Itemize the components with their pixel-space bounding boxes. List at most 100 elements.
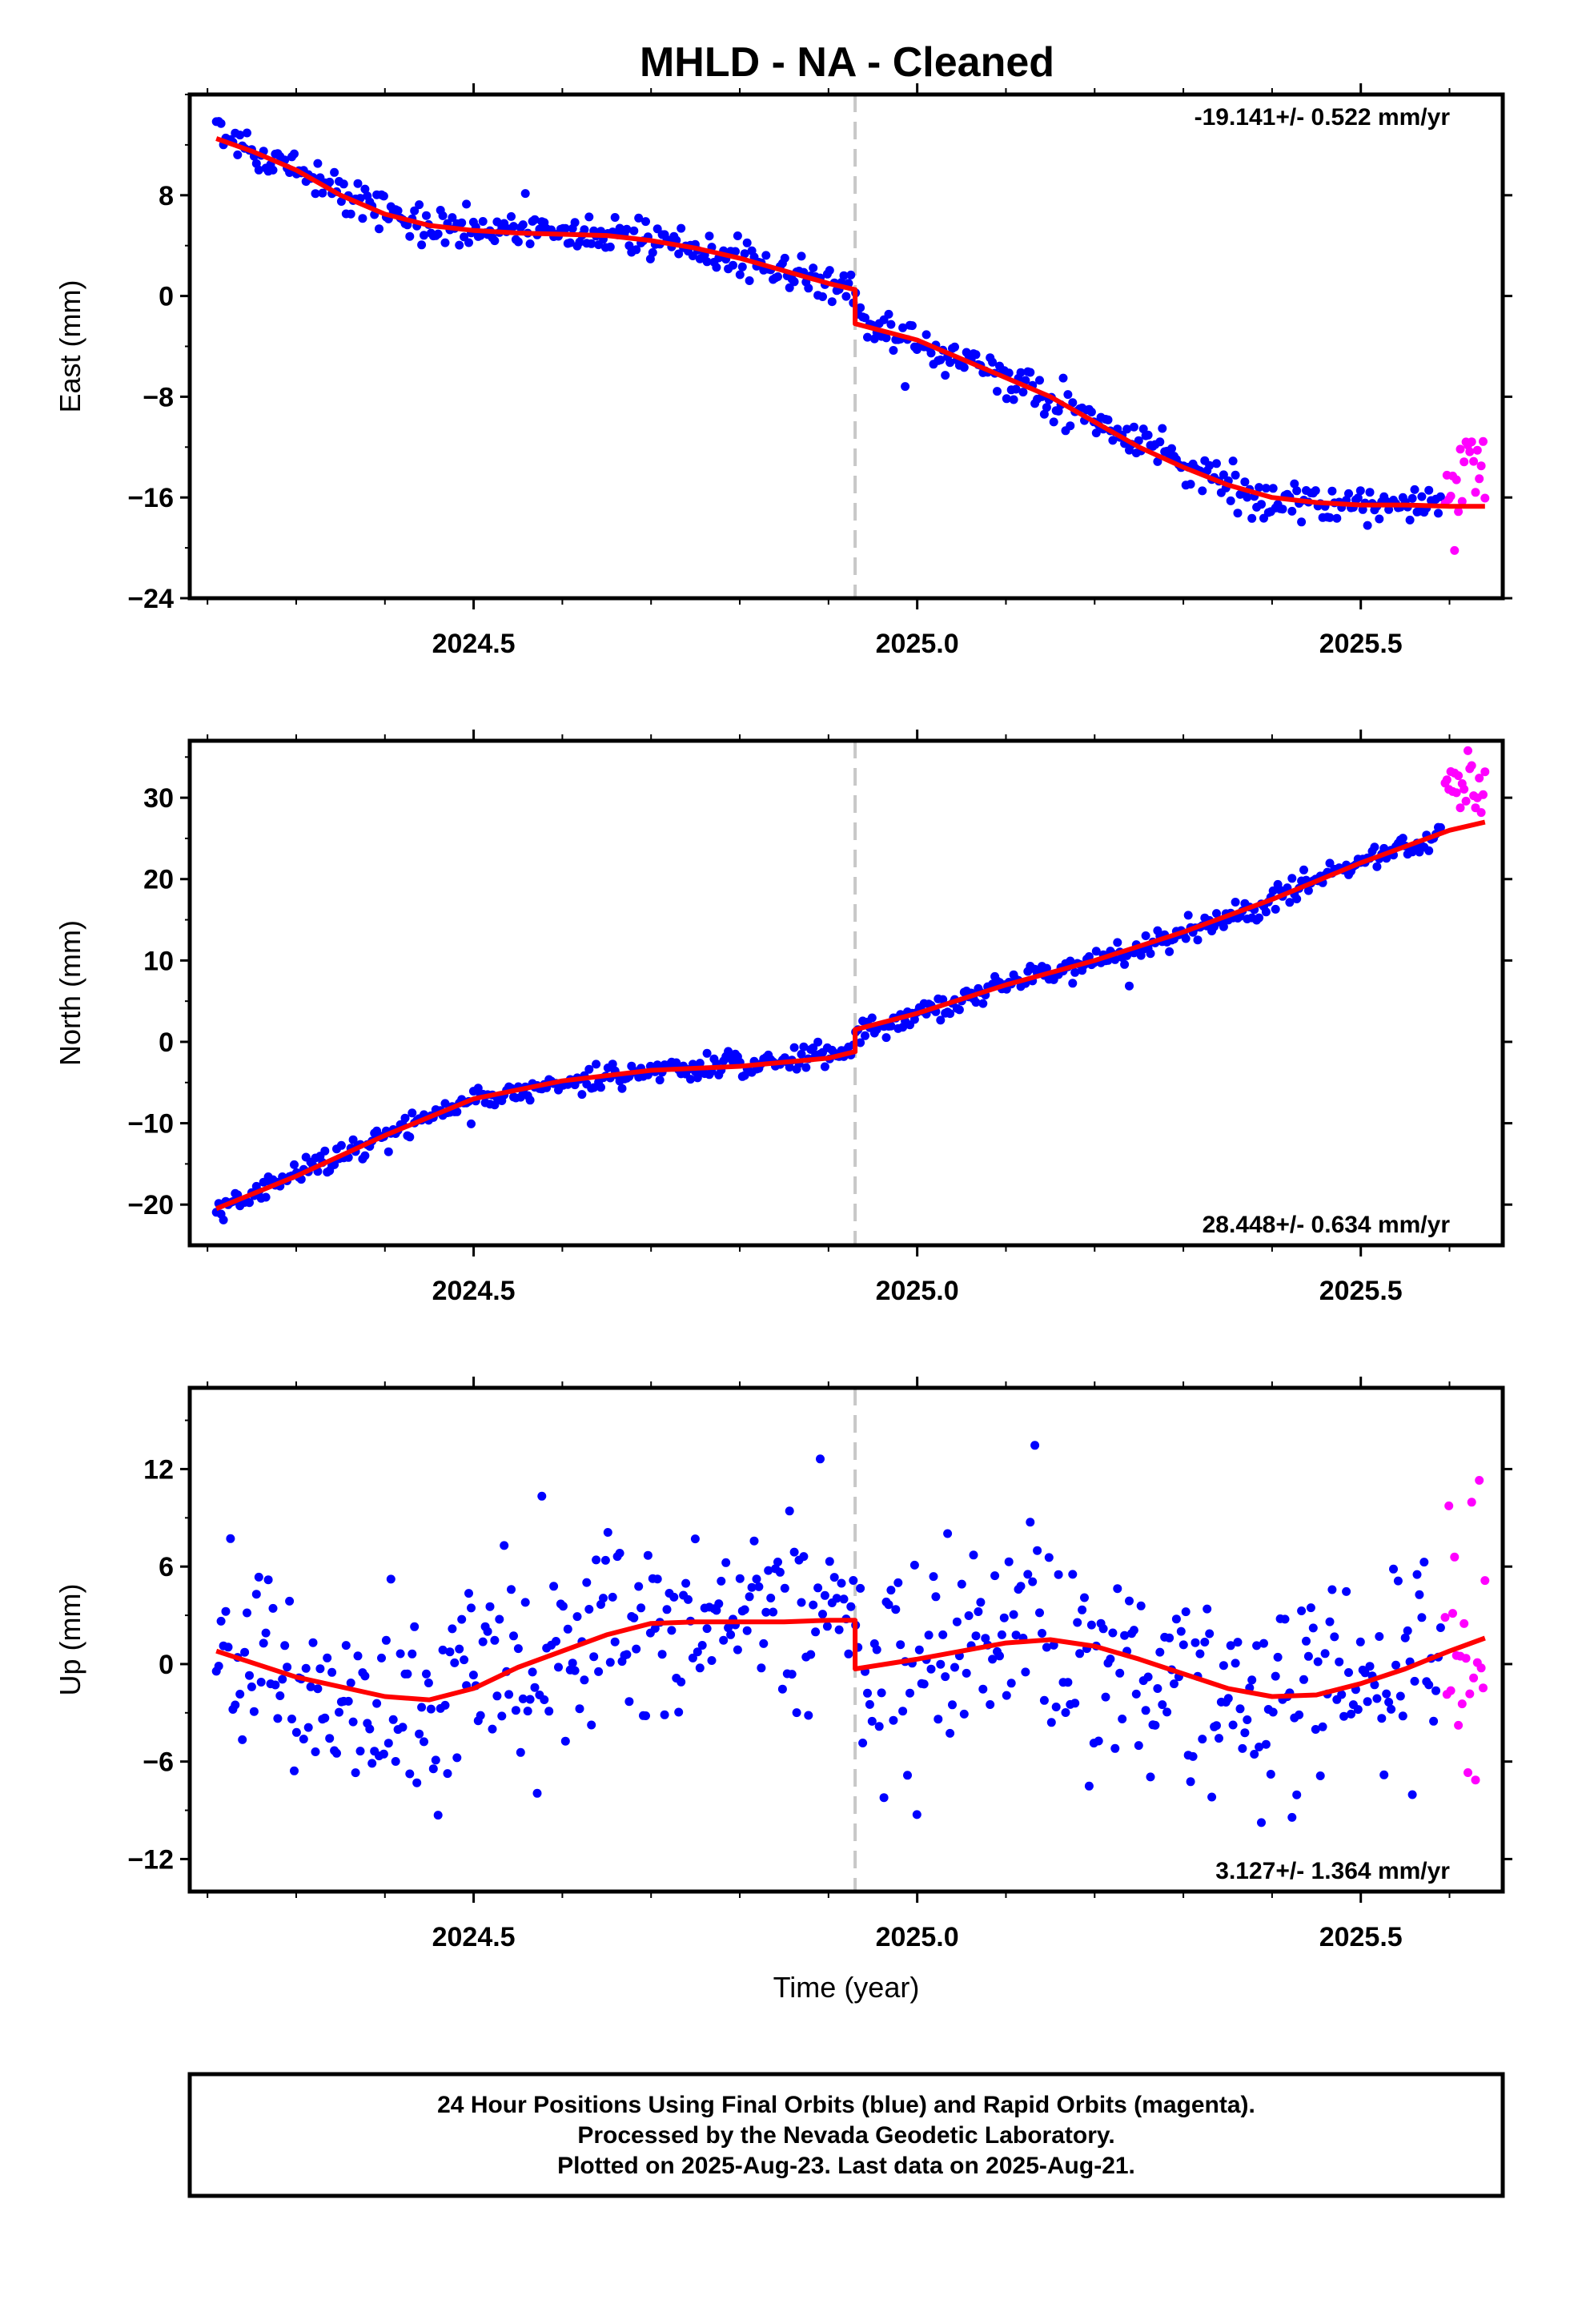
up-final-point — [726, 1630, 736, 1639]
up-final-point — [702, 1624, 712, 1634]
north-xtick-label: 2024.5 — [432, 1276, 516, 1306]
up-final-point — [740, 1605, 749, 1614]
north-ylabel: North (mm) — [54, 920, 86, 1066]
up-final-point — [1226, 1641, 1235, 1651]
north-final-point — [408, 1108, 417, 1118]
up-final-point — [448, 1624, 457, 1634]
east-final-point — [1226, 496, 1235, 505]
up-final-point — [1315, 1771, 1325, 1780]
east-final-point — [926, 348, 936, 358]
north-final-point — [320, 1146, 330, 1156]
up-final-point — [903, 1771, 912, 1780]
north-ytick-label: 30 — [143, 783, 174, 814]
up-final-point — [1255, 1743, 1264, 1751]
up-final-point — [504, 1690, 514, 1699]
up-final-point — [1344, 1668, 1353, 1677]
up-final-point — [1207, 1792, 1217, 1802]
up-final-point — [924, 1630, 934, 1640]
east-final-point — [737, 262, 747, 271]
up-final-point — [1038, 1629, 1046, 1638]
east-final-point — [1063, 390, 1073, 400]
figure-title: MHLD - NA - Cleaned — [640, 39, 1054, 86]
up-final-point — [717, 1576, 726, 1586]
up-final-point — [308, 1638, 318, 1647]
up-final-point — [1200, 1638, 1210, 1647]
up-final-point — [1311, 1725, 1320, 1734]
north-final-point — [978, 999, 988, 1008]
east-final-point — [448, 213, 457, 223]
east-final-point — [565, 238, 575, 247]
east-final-point — [1198, 486, 1207, 496]
east-final-point — [1240, 477, 1250, 487]
up-final-point — [1389, 1564, 1398, 1574]
up-final-point — [721, 1558, 731, 1567]
up-final-point — [825, 1557, 834, 1566]
up-final-point — [271, 1680, 280, 1690]
up-rapid-point — [1464, 1768, 1472, 1777]
east-final-point — [420, 231, 428, 240]
up-final-point — [408, 1649, 417, 1659]
north-final-point — [1113, 938, 1122, 947]
east-final-point — [1021, 376, 1030, 385]
north-rapid-point — [1452, 788, 1461, 798]
up-final-point — [251, 1590, 261, 1599]
east-final-point — [410, 206, 420, 215]
up-final-point — [745, 1592, 754, 1602]
up-final-point — [1033, 1546, 1042, 1555]
east-final-point — [1066, 421, 1075, 431]
up-final-point — [1004, 1557, 1014, 1566]
up-final-point — [365, 1724, 375, 1734]
east-final-point — [988, 357, 998, 367]
up-final-point — [476, 1711, 485, 1720]
up-final-point — [532, 1788, 542, 1798]
up-final-point — [490, 1635, 500, 1645]
up-final-point — [1075, 1649, 1085, 1659]
east-final-point — [1122, 424, 1132, 434]
east-final-point — [818, 292, 827, 301]
up-final-point — [697, 1641, 707, 1650]
up-final-point — [1419, 1558, 1429, 1567]
up-final-point — [1247, 1675, 1257, 1685]
up-final-point — [1165, 1633, 1174, 1642]
up-rapid-point — [1465, 1689, 1475, 1699]
up-rate-text: 3.127+/- 1.364 mm/yr — [1215, 1858, 1450, 1884]
up-final-point — [563, 1624, 572, 1634]
east-final-point — [1434, 509, 1443, 518]
up-final-point — [688, 1653, 697, 1663]
up-final-point — [1303, 1651, 1313, 1661]
up-final-point — [377, 1653, 386, 1663]
up-final-point — [431, 1755, 440, 1765]
north-rapid-point — [1467, 761, 1476, 770]
up-final-point — [584, 1605, 594, 1614]
up-final-point — [749, 1536, 759, 1546]
up-final-point — [1110, 1743, 1120, 1753]
up-final-point — [275, 1691, 285, 1700]
up-final-point — [974, 1607, 983, 1616]
east-rapid-point — [1469, 456, 1479, 466]
east-final-point — [457, 218, 467, 227]
up-rapid-point — [1480, 1576, 1490, 1586]
up-final-point — [809, 1600, 818, 1610]
up-final-point — [1118, 1715, 1127, 1723]
up-final-point — [735, 1574, 745, 1583]
up-final-point — [988, 1655, 998, 1664]
up-final-point — [1318, 1722, 1327, 1731]
east-model-line — [215, 136, 1485, 509]
up-final-point — [1143, 1672, 1153, 1682]
east-rapid-point — [1480, 493, 1490, 503]
up-final-point — [829, 1573, 839, 1582]
east-final-point — [464, 238, 473, 247]
east-final-point — [841, 292, 851, 301]
up-final-point — [589, 1652, 599, 1662]
east-final-point — [610, 213, 620, 222]
north-final-point — [724, 1047, 733, 1056]
east-final-point — [1219, 470, 1228, 480]
east-final-point — [1228, 456, 1238, 466]
east-final-point — [761, 251, 771, 260]
up-final-point — [677, 1677, 686, 1687]
up-final-point — [355, 1747, 365, 1756]
up-final-point — [896, 1640, 905, 1650]
up-final-point — [343, 1696, 353, 1706]
up-final-point — [455, 1644, 464, 1654]
up-final-point — [1153, 1684, 1162, 1693]
